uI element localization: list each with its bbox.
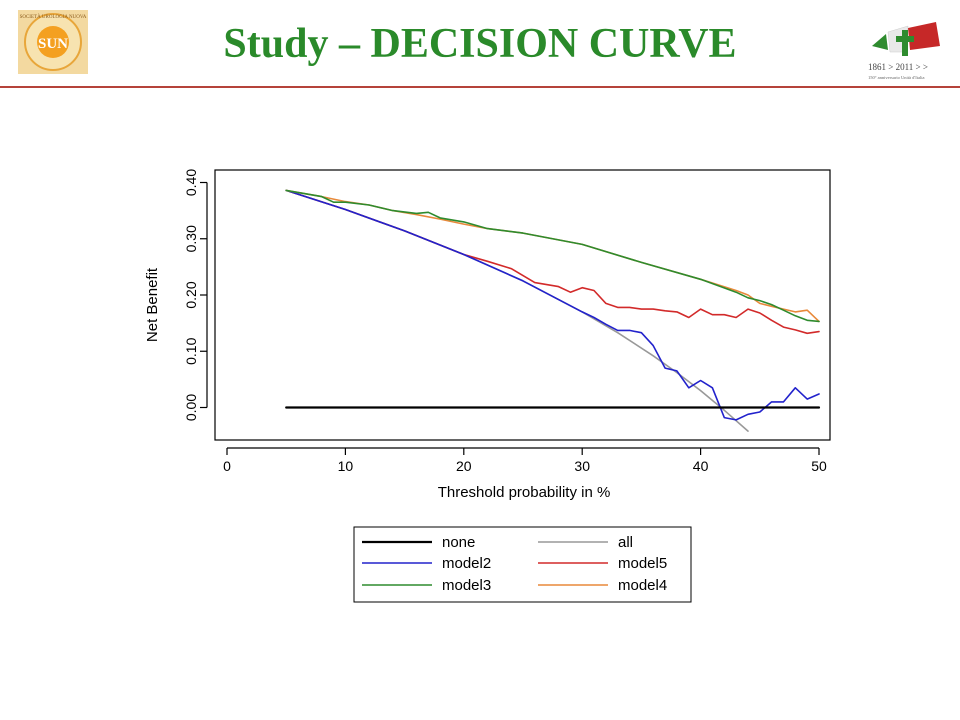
x-tick-label: 30 bbox=[574, 458, 590, 474]
legend-box bbox=[353, 526, 692, 603]
series-line-model3 bbox=[285, 189, 820, 323]
sun-logo: SUN SOCIETÀ UROLOGIA NUOVA bbox=[18, 10, 88, 74]
series-layer bbox=[285, 189, 821, 432]
plot-frame bbox=[214, 169, 831, 441]
series-line-model4 bbox=[285, 189, 820, 323]
series-line-model2 bbox=[285, 189, 820, 421]
legend-label-model4: model4 bbox=[618, 577, 667, 594]
legend-label-all: all bbox=[618, 534, 633, 551]
anniversary-logo-subtext: 150° anniversario Unità d'Italia bbox=[868, 75, 924, 80]
x-axis-title: Threshold probability in % bbox=[438, 484, 611, 501]
legend-label-model2: model2 bbox=[442, 555, 491, 572]
y-axis-title: Net Benefit bbox=[144, 267, 161, 342]
anniversary-logo: 1861 > 2011 > > 150° anniversario Unità … bbox=[866, 16, 946, 82]
x-tick-label: 40 bbox=[693, 458, 709, 474]
sun-logo-mark: SUN bbox=[38, 36, 68, 52]
x-tick-label: 0 bbox=[223, 458, 231, 474]
x-tick-label: 10 bbox=[338, 458, 354, 474]
x-axis: 0 10 20 30 40 50 bbox=[223, 447, 827, 474]
series-line-all bbox=[285, 189, 749, 432]
legend-label-model3: model3 bbox=[442, 577, 491, 594]
series-line-model5 bbox=[285, 189, 820, 335]
header-rule bbox=[0, 86, 960, 88]
y-tick-label: 0.40 bbox=[183, 169, 199, 196]
y-tick-label: 0.10 bbox=[183, 337, 199, 364]
y-tick-label: 0.00 bbox=[183, 394, 199, 421]
y-tick-label: 0.20 bbox=[183, 281, 199, 308]
page-title: Study – DECISION CURVE bbox=[223, 21, 737, 67]
legend-label-model5: model5 bbox=[618, 555, 667, 572]
legend: none all model2 model5 model3 model4 bbox=[362, 534, 667, 594]
legend-label-none: none bbox=[442, 534, 475, 551]
anniversary-logo-text: 1861 > 2011 > > bbox=[868, 62, 928, 72]
y-tick-label: 0.30 bbox=[183, 225, 199, 252]
x-tick-label: 50 bbox=[811, 458, 827, 474]
sun-logo-text: SOCIETÀ UROLOGIA NUOVA bbox=[20, 14, 87, 20]
y-axis: 0.00 0.10 0.20 0.30 0.40 bbox=[183, 169, 208, 421]
x-tick-label: 20 bbox=[456, 458, 472, 474]
